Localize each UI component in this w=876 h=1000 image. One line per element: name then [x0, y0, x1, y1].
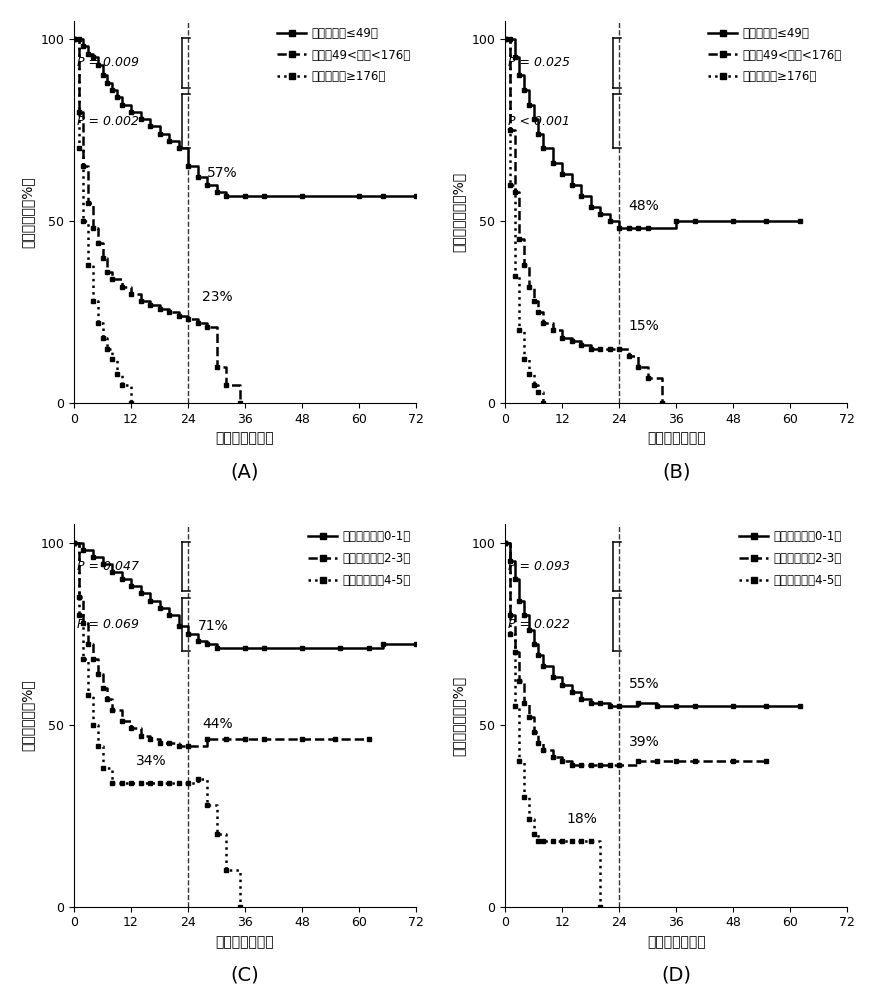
Y-axis label: 无进展生存率（%）: 无进展生存率（%） [452, 675, 466, 756]
X-axis label: 生存时间（月）: 生存时间（月） [215, 935, 274, 949]
Text: 48%: 48% [629, 199, 660, 213]
Text: 15%: 15% [629, 319, 660, 333]
Text: (C): (C) [230, 966, 259, 985]
Text: P = 0.047: P = 0.047 [77, 560, 139, 573]
X-axis label: 生存时间（月）: 生存时间（月） [215, 431, 274, 445]
Text: 34%: 34% [136, 754, 166, 768]
X-axis label: 生存时间（月）: 生存时间（月） [646, 431, 705, 445]
Text: P = 0.009: P = 0.009 [77, 56, 139, 69]
Text: 71%: 71% [198, 619, 229, 633]
Text: P < 0.001: P < 0.001 [508, 115, 570, 128]
Text: 44%: 44% [202, 717, 233, 731]
Legend: 低危（分数≤49）, 中危（49<分数<176）, 高危（分数≥176）: 低危（分数≤49）, 中危（49<分数<176）, 高危（分数≥176） [277, 27, 410, 83]
Text: 18%: 18% [567, 812, 597, 826]
Y-axis label: 总体生存率（%）: 总体生存率（%） [21, 176, 35, 248]
Text: 23%: 23% [202, 290, 233, 304]
Text: 55%: 55% [629, 677, 660, 691]
Text: P = 0.002: P = 0.002 [77, 115, 139, 128]
Text: (D): (D) [661, 966, 691, 985]
Text: 39%: 39% [629, 735, 660, 749]
Legend: 国际预后指数0-1分, 国际预后指数2-3分, 国际预后指数4-5分: 国际预后指数0-1分, 国际预后指数2-3分, 国际预后指数4-5分 [307, 530, 410, 587]
Legend: 低危（分数≤49）, 中危（49<分数<176）, 高危（分数≥176）: 低危（分数≤49）, 中危（49<分数<176）, 高危（分数≥176） [708, 27, 841, 83]
Y-axis label: 无进展生存率（%）: 无进展生存率（%） [452, 172, 466, 252]
Text: 57%: 57% [207, 166, 237, 180]
Text: P = 0.025: P = 0.025 [508, 56, 570, 69]
Text: (A): (A) [231, 463, 259, 482]
Legend: 国际预后指数0-1分, 国际预后指数2-3分, 国际预后指数4-5分: 国际预后指数0-1分, 国际预后指数2-3分, 国际预后指数4-5分 [738, 530, 841, 587]
Text: P = 0.022: P = 0.022 [508, 618, 570, 631]
Text: (B): (B) [662, 463, 690, 482]
X-axis label: 生存时间（月）: 生存时间（月） [646, 935, 705, 949]
Y-axis label: 总体生存率（%）: 总体生存率（%） [21, 680, 35, 751]
Text: P = 0.069: P = 0.069 [77, 618, 139, 631]
Text: P = 0.093: P = 0.093 [508, 560, 570, 573]
